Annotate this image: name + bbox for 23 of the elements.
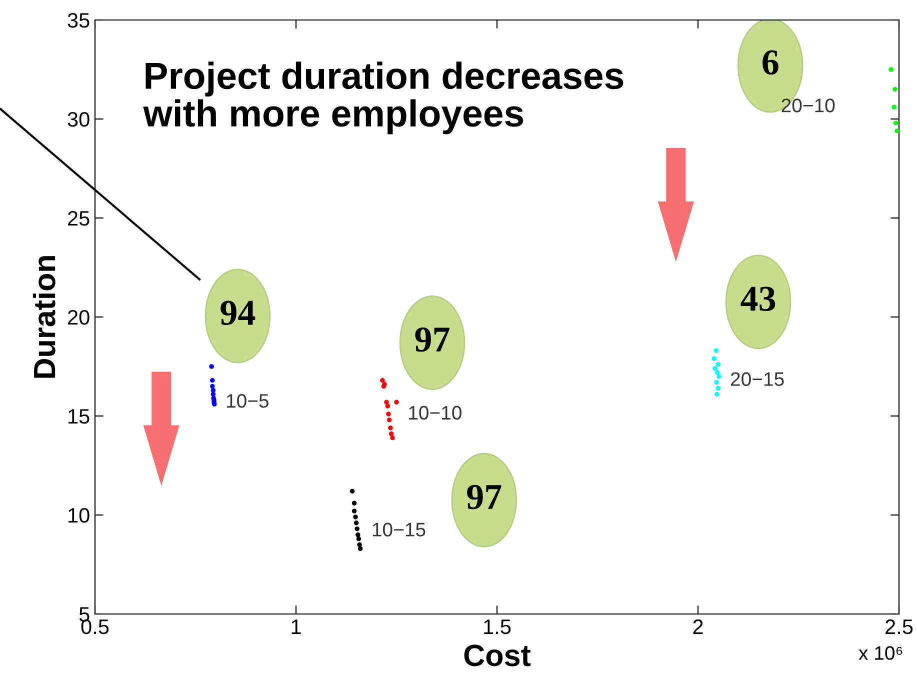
y-tick-label: 10 — [68, 508, 90, 523]
annotation: 94 — [220, 300, 256, 326]
annotation: 6 — [762, 50, 778, 75]
annotation: 43 — [740, 286, 776, 311]
y-tick-label: 20 — [68, 310, 90, 325]
annotation: 97 — [415, 328, 450, 352]
x-tick-label: 2 — [693, 619, 703, 634]
y-tick-label: 35 — [68, 13, 90, 28]
x-tick-label: 1.5 — [484, 620, 511, 634]
series-label: 10−5 — [226, 394, 268, 408]
annotation: 97 — [467, 484, 502, 510]
text: x 10⁶ — [858, 646, 902, 660]
annotation: Project duration decreases with more employees — [143, 62, 624, 134]
series-label: 20−15 — [730, 372, 784, 386]
series-label: 10−15 — [372, 522, 426, 536]
series-label: 10−10 — [409, 406, 462, 420]
y-axis-title: Duration — [32, 256, 56, 378]
x-tick-label: 1 — [292, 620, 301, 634]
y-tick-label: 25 — [68, 211, 90, 226]
x-axis-title: Cost — [464, 644, 531, 666]
y-tick-label: 30 — [68, 112, 90, 127]
y-tick-label: 15 — [68, 409, 90, 424]
x-tick-label: 2.5 — [886, 619, 913, 634]
